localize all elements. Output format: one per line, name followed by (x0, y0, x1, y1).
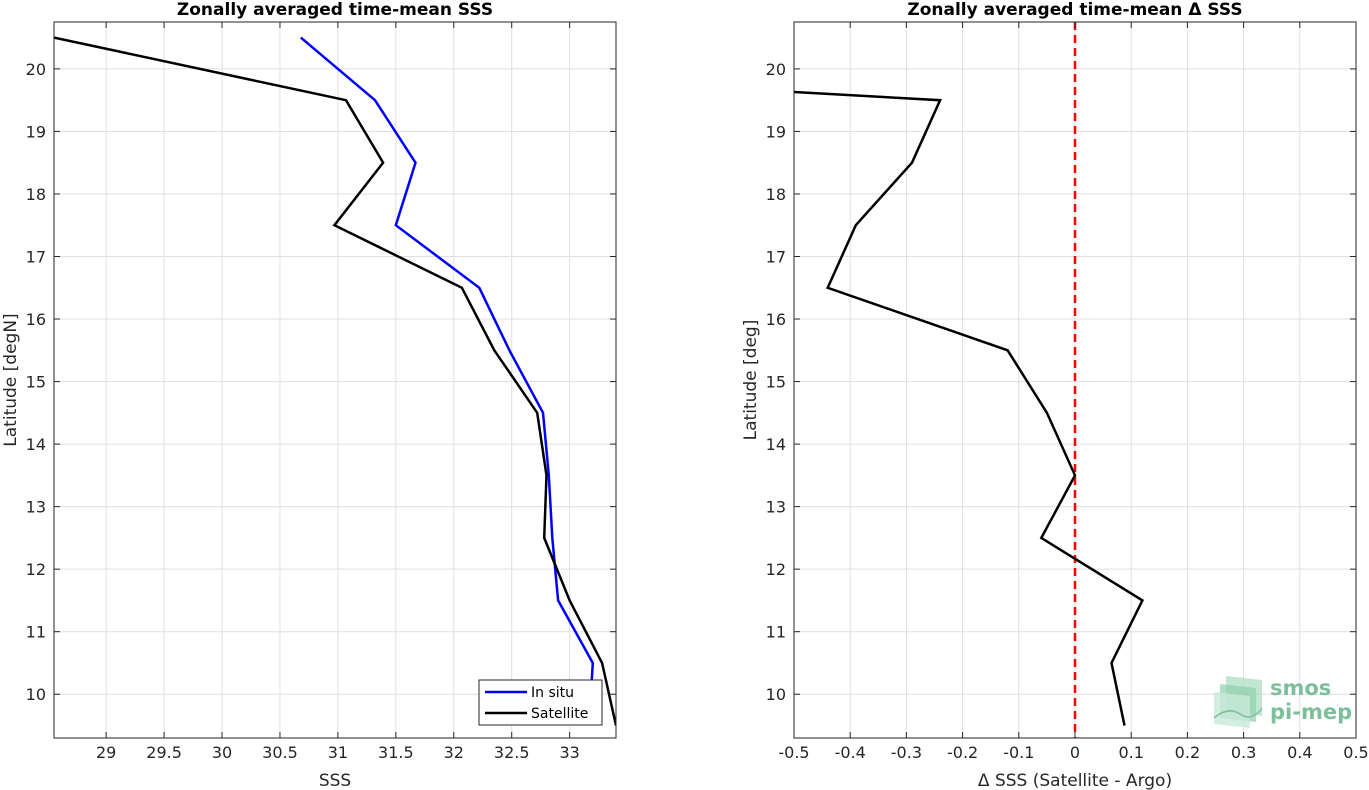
x-tick-label: 33 (559, 743, 579, 762)
x-tick-label: -0.4 (835, 743, 866, 762)
legend-label: In situ (531, 685, 574, 701)
y-tick-label: 19 (766, 122, 786, 141)
y-tick-label: 17 (26, 247, 46, 266)
satellite-series-line (54, 36, 616, 726)
x-tick-label: 0.4 (1287, 743, 1312, 762)
logo-line1: smos (1270, 676, 1331, 700)
legend-label: Satellite (531, 706, 588, 722)
y-tick-label: 12 (26, 560, 46, 579)
x-tick-label: 0 (1070, 743, 1080, 762)
y-tick-label: 11 (26, 623, 46, 642)
y-axis-label: Latitude [deg] (741, 320, 761, 441)
x-tick-label: 0.1 (1118, 743, 1143, 762)
x-tick-label: 29.5 (146, 743, 182, 762)
y-tick-label: 17 (766, 247, 786, 266)
logo-line2: pi-mep (1270, 700, 1352, 724)
chart-title: Zonally averaged time-mean SSS (177, 0, 493, 20)
y-tick-label: 12 (766, 560, 786, 579)
delta-sss-series-line (794, 90, 1145, 726)
x-tick-label: 0.2 (1175, 743, 1200, 762)
x-tick-label: 0.5 (1343, 743, 1368, 762)
y-tick-label: 14 (26, 435, 46, 454)
left-panel-sss: 29 29.5 30 30.5 31 31.5 32 32.5 33 10 11 12 13 14 15 16… (1, 0, 617, 790)
x-tick-label: -0.1 (1003, 743, 1034, 762)
x-axis-label: SSS (319, 771, 351, 790)
y-tick-label: 15 (26, 373, 46, 392)
y-tick-label: 11 (766, 623, 786, 642)
legend: In situ Satellite (478, 679, 603, 726)
x-tick-label: 31 (328, 743, 348, 762)
y-tick-label: 20 (26, 60, 46, 79)
smos-pi-mep-logo: smos pi-mep (1213, 676, 1352, 728)
y-tick-label: 15 (766, 373, 786, 392)
axes-frame (53, 21, 617, 739)
x-tick-label: 30.5 (262, 743, 298, 762)
y-tick-label: 13 (766, 498, 786, 517)
x-tick-label: 32 (444, 743, 464, 762)
y-axis-label: Latitude [degN] (1, 313, 21, 446)
y-tick-label: 20 (766, 60, 786, 79)
x-tick-label: 0.3 (1231, 743, 1256, 762)
y-tick-label: 14 (766, 435, 786, 454)
y-tick-label: 18 (26, 185, 46, 204)
x-axis-label: Δ SSS (Satellite - Argo) (978, 771, 1172, 790)
chart-title: Zonally averaged time-mean Δ SSS (907, 0, 1242, 20)
x-tick-label: 32.5 (494, 743, 530, 762)
y-tick-label: 10 (766, 685, 786, 704)
y-tick-label: 16 (766, 310, 786, 329)
y-tick-label: 16 (26, 310, 46, 329)
x-tick-label: -0.3 (891, 743, 922, 762)
y-tick-label: 18 (766, 185, 786, 204)
x-tick-label: 31.5 (378, 743, 414, 762)
in-situ-series-line (299, 36, 595, 701)
x-tick-label: -0.2 (947, 743, 978, 762)
y-tick-label: 19 (26, 122, 46, 141)
x-tick-label: 30 (212, 743, 232, 762)
plot-area (54, 22, 616, 738)
x-tick-label: 29 (96, 743, 116, 762)
y-tick-label: 13 (26, 498, 46, 517)
right-panel-delta-sss: -0.5 -0.4 -0.3 -0.2 -0.1 0 0.1 0.2 0.3 0.4 0.5 10 11… (741, 0, 1369, 790)
x-tick-label: -0.5 (778, 743, 809, 762)
y-tick-label: 10 (26, 685, 46, 704)
logo-icon (1213, 676, 1263, 728)
legend-box (478, 679, 603, 726)
